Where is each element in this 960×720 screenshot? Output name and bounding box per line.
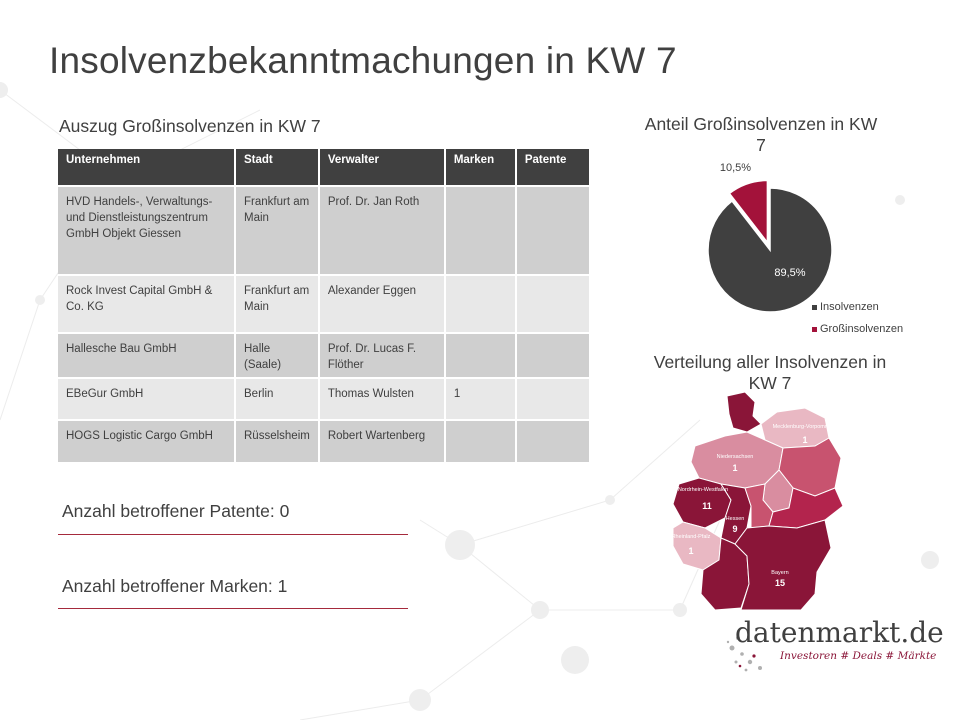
cell-marks: [444, 185, 517, 275]
cell-company: EBeGur GmbH: [58, 377, 236, 420]
patents-count: Anzahl betroffener Patente: 0: [62, 501, 290, 521]
map-label-ni: Niedersachsen: [717, 454, 754, 460]
column-header-marks: Marken: [444, 149, 517, 186]
cell-marks: 1: [444, 377, 517, 420]
cell-company: HVD Handels-, Verwaltungs- und Dienstlei…: [58, 185, 236, 275]
logo-name: datenmarkt.de: [735, 616, 944, 649]
map-label-nrw: Nordrhein-Westfalen: [678, 487, 728, 493]
divider: [58, 608, 408, 609]
pie-chart: 10,5% 89,5%: [707, 162, 833, 313]
map-title: Verteilung aller Insolvenzen in KW 7: [653, 352, 887, 393]
cell-city: Frankfurt am Main: [235, 185, 320, 275]
cell-patents: [515, 332, 589, 378]
column-header-patents: Patente: [515, 149, 589, 186]
insolvency-table: Unternehmen Stadt Verwalter Marken Paten…: [58, 149, 589, 462]
legend-swatch: [812, 326, 817, 332]
pie-slice-insolvenzen: [707, 187, 833, 313]
table-row: Rock Invest Capital GmbH & Co. KG Frankf…: [58, 274, 589, 333]
cell-marks: [444, 419, 517, 462]
cell-administrator: Prof. Dr. Jan Roth: [318, 185, 446, 275]
map-label-mv: Mecklenburg-Vorpommern: [773, 424, 838, 430]
map-value-by: 15: [775, 578, 785, 588]
legend-label: Insolvenzen: [820, 301, 879, 313]
logo-tagline: Investoren # Deals # Märkte: [780, 650, 937, 662]
cell-city: Berlin: [235, 377, 320, 420]
cell-administrator: Prof. Dr. Lucas F. Flöther: [318, 332, 446, 378]
region-bayern: [734, 519, 832, 611]
marks-count: Anzahl betroffener Marken: 1: [62, 576, 288, 596]
cell-patents: [515, 377, 589, 420]
pie-label-grossinsolvenzen: 10,5%: [720, 162, 751, 174]
table-row: Hallesche Bau GmbH Halle (Saale) Prof. D…: [58, 332, 589, 378]
cell-patents: [515, 274, 589, 333]
cell-administrator: Thomas Wulsten: [318, 377, 446, 420]
map-label-by: Bayern: [771, 570, 788, 576]
legend-item-insolvenzen: Insolvenzen: [812, 301, 879, 313]
map-value-he: 9: [732, 524, 737, 534]
table-row: HVD Handels-, Verwaltungs- und Dienstlei…: [58, 185, 589, 275]
cell-company: Rock Invest Capital GmbH & Co. KG: [58, 274, 236, 333]
cell-patents: [515, 419, 589, 462]
page-title: Insolvenzbekanntmachungen in KW 7: [49, 40, 677, 81]
map-value-ni-visible: 1: [732, 463, 737, 473]
cell-company: Hallesche Bau GmbH: [58, 332, 236, 378]
legend-label: Großinsolvenzen: [820, 323, 904, 335]
map-value-rp: 1: [688, 546, 693, 556]
logo-dots: [726, 636, 762, 672]
cell-patents: [515, 185, 589, 275]
column-header-company: Unternehmen: [58, 149, 236, 186]
pie-chart-title: Anteil Großinsolvenzen in KW 7: [644, 114, 878, 155]
table-header-row: Unternehmen Stadt Verwalter Marken Paten…: [58, 149, 589, 186]
map-label-rp: Rheinland-Pfalz: [672, 534, 711, 540]
map-value-mv: 1: [802, 435, 807, 445]
region-schleswig-holstein: [726, 391, 762, 433]
divider: [58, 534, 408, 535]
legend-item-grossinsolvenzen: Großinsolvenzen: [812, 323, 903, 335]
table-row: EBeGur GmbH Berlin Thomas Wulsten 1: [58, 377, 589, 420]
column-header-city: Stadt: [235, 149, 320, 186]
map-label-he: Hessen: [726, 516, 745, 522]
cell-company: HOGS Logistic Cargo GmbH: [58, 419, 236, 462]
cell-marks: [444, 274, 517, 333]
cell-administrator: Robert Wartenberg: [318, 419, 446, 462]
map-value-nrw: 11: [702, 501, 712, 511]
cell-marks: [444, 332, 517, 378]
table-row: HOGS Logistic Cargo GmbH Rüsselsheim Rob…: [58, 419, 589, 462]
cell-administrator: Alexander Eggen: [318, 274, 446, 333]
cell-city: Frankfurt am Main: [235, 274, 320, 333]
legend-swatch: [812, 304, 817, 310]
column-header-administrator: Verwalter: [318, 149, 446, 186]
germany-map: Mecklenburg-Vorpommern 1 Niedersachsen 1…: [672, 391, 844, 611]
cell-city: Halle (Saale): [235, 332, 320, 378]
pie-label-insolvenzen: 89,5%: [774, 267, 805, 279]
table-heading: Auszug Großinsolvenzen in KW 7: [59, 116, 321, 136]
cell-city: Rüsselsheim: [235, 419, 320, 462]
pie-slice-grossinsolvenzen: [728, 179, 769, 245]
